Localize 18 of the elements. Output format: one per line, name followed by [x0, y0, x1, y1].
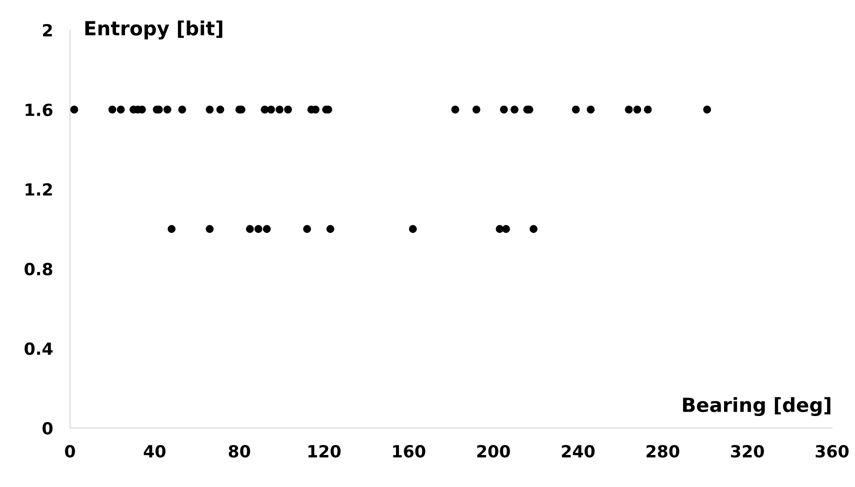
- x-tick-label: 40: [144, 444, 166, 458]
- x-tick-label: 360: [816, 444, 849, 458]
- x-tick-label: 320: [731, 444, 764, 458]
- x-tick-label: 80: [228, 444, 250, 458]
- y-tick-label: 2: [43, 24, 52, 36]
- y-axis-title: Entropy [bit]: [85, 20, 222, 40]
- x-tick-label: 240: [562, 444, 595, 458]
- y-tick-label: 0.4: [24, 342, 53, 355]
- y-tick-label: 1.6: [26, 104, 52, 116]
- x-tick-label: 200: [477, 444, 510, 458]
- x-tick-label: 0: [65, 444, 75, 458]
- x-axis-title: Bearing [deg]: [683, 397, 830, 416]
- y-tick-label: 0.8: [24, 262, 52, 276]
- x-tick-label: 120: [308, 444, 341, 458]
- y-tick-label: 0: [42, 422, 53, 435]
- x-tick-label: 160: [393, 444, 426, 458]
- y-tick-label: 1.2: [26, 183, 52, 196]
- x-tick-label: 280: [646, 444, 680, 458]
